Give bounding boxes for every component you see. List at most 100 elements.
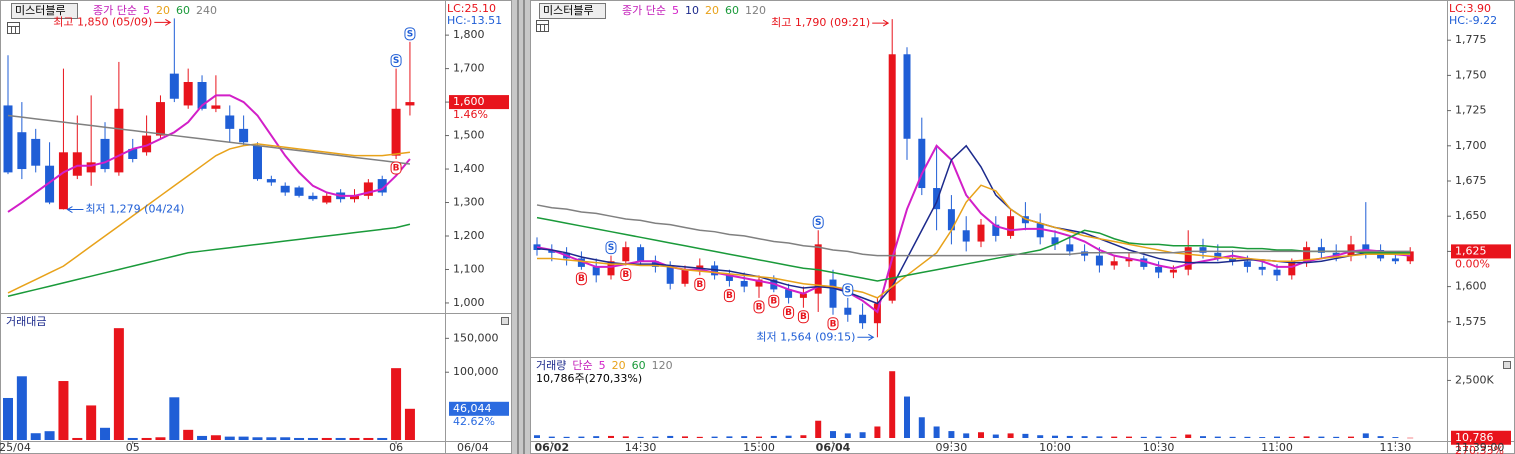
- candle-body: [100, 138, 110, 170]
- signal-label: S: [815, 218, 821, 228]
- candle-body: [592, 266, 600, 276]
- volume-bar: [770, 435, 777, 438]
- volume-bar: [238, 436, 249, 440]
- candle-body: [1140, 258, 1148, 267]
- volume-bar: [16, 376, 27, 440]
- stock-button[interactable]: [11, 3, 78, 19]
- volume-bar: [800, 435, 807, 438]
- volume-bar: [1096, 436, 1103, 438]
- high-arrow: [154, 18, 172, 26]
- splitter[interactable]: [512, 0, 530, 454]
- volume-bar: [830, 431, 836, 438]
- volume-bar: [992, 434, 999, 438]
- volume-bar: [785, 435, 792, 438]
- ma-label: 단순: [572, 359, 592, 372]
- legend-entry: 5: [143, 4, 150, 17]
- candle-body: [1155, 266, 1163, 273]
- legend-entry: 60: [725, 4, 739, 17]
- candle-body: [1184, 247, 1192, 270]
- x-tick-label: 14:30: [625, 441, 657, 454]
- candle-body: [350, 195, 359, 200]
- x-tick-label: 05: [126, 441, 140, 454]
- volume-bar: [307, 437, 318, 440]
- candle-body: [142, 135, 152, 153]
- candle-body: [1391, 258, 1399, 262]
- pane-title: 거래대금: [6, 315, 46, 328]
- pane-button[interactable]: [1503, 361, 1511, 369]
- signal-label: B: [393, 164, 400, 174]
- volume-bar: [404, 408, 415, 440]
- high-label: 최고 1,790 (09:21): [771, 16, 870, 29]
- pane-button[interactable]: [501, 317, 509, 325]
- low-arrow: [857, 333, 875, 341]
- x-tick-label: 06: [389, 441, 403, 454]
- volume-bar: [608, 435, 614, 438]
- candle-body: [1229, 258, 1237, 262]
- hc-label: HC:-13.51: [447, 14, 502, 27]
- candle-body: [17, 132, 27, 170]
- low-label: 최저 1,564 (09:15): [756, 330, 855, 343]
- candle-body: [933, 188, 941, 210]
- volume-bar: [637, 436, 644, 438]
- candle-body: [1125, 258, 1133, 262]
- signal-marker: [723, 289, 735, 303]
- signal-marker: [753, 300, 765, 314]
- volume-bar: [1244, 436, 1251, 438]
- candle-body: [86, 162, 96, 173]
- volume-bar: [1318, 436, 1325, 438]
- high-label: 최고 1,850 (05/09): [53, 15, 152, 28]
- legend-entry: 5: [599, 359, 606, 372]
- volume-bar: [1066, 435, 1073, 438]
- candle-body: [155, 102, 165, 136]
- y-tick-label: 1,725: [1455, 104, 1487, 117]
- calendar-icon[interactable]: [536, 20, 549, 32]
- legend-entry: 20: [156, 4, 170, 17]
- legend-entry: 60: [632, 359, 646, 372]
- candle-body: [169, 73, 179, 99]
- candle-body: [1199, 247, 1207, 253]
- lc-label: LC:25.10: [447, 2, 496, 15]
- y-tick-label: 1,700: [453, 62, 485, 75]
- legend-entry: 5: [672, 4, 679, 17]
- signal-marker: [605, 241, 617, 255]
- signal-label: S: [608, 243, 614, 253]
- volume-bar: [86, 405, 97, 440]
- calendar-icon[interactable]: [7, 22, 20, 34]
- stock-button[interactable]: [539, 3, 606, 19]
- volume-bar: [1303, 436, 1310, 438]
- volume-bar: [3, 397, 13, 440]
- volume-bar: [741, 436, 748, 438]
- volume-bar: [534, 435, 540, 438]
- volume-bar: [1155, 436, 1162, 438]
- volume-bar: [294, 437, 305, 440]
- candle-body: [992, 224, 1000, 236]
- last-value-label: 1,625: [1455, 244, 1487, 257]
- candle-body: [31, 138, 41, 166]
- candle-body: [666, 266, 674, 284]
- volume-bar: [593, 436, 600, 438]
- volume-bar: [1274, 436, 1280, 438]
- moving-average: [7, 143, 411, 294]
- candle-body: [1303, 247, 1311, 262]
- signal-label: B: [785, 308, 792, 318]
- candle-body: [114, 108, 124, 173]
- legend-entry: 240: [196, 4, 217, 17]
- candle-body: [548, 249, 556, 253]
- signal-label: B: [726, 291, 733, 301]
- signal-label: B: [756, 302, 763, 312]
- signal-marker: [827, 317, 839, 331]
- volume-bar: [210, 435, 221, 440]
- candle-body: [637, 247, 645, 262]
- candle-body: [962, 230, 970, 242]
- moving-average: [536, 204, 1411, 257]
- candle-body: [607, 261, 615, 276]
- volume-bar: [978, 432, 984, 438]
- x-tick-label: 10:00: [1039, 441, 1071, 454]
- y-tick-label: 1,100: [453, 262, 485, 275]
- candle-body: [1258, 266, 1266, 270]
- volume-bar: [889, 371, 896, 438]
- last-value-box: [449, 95, 509, 110]
- signal-marker: [575, 272, 587, 286]
- volume-bar: [1377, 436, 1384, 438]
- candle-body: [322, 195, 332, 203]
